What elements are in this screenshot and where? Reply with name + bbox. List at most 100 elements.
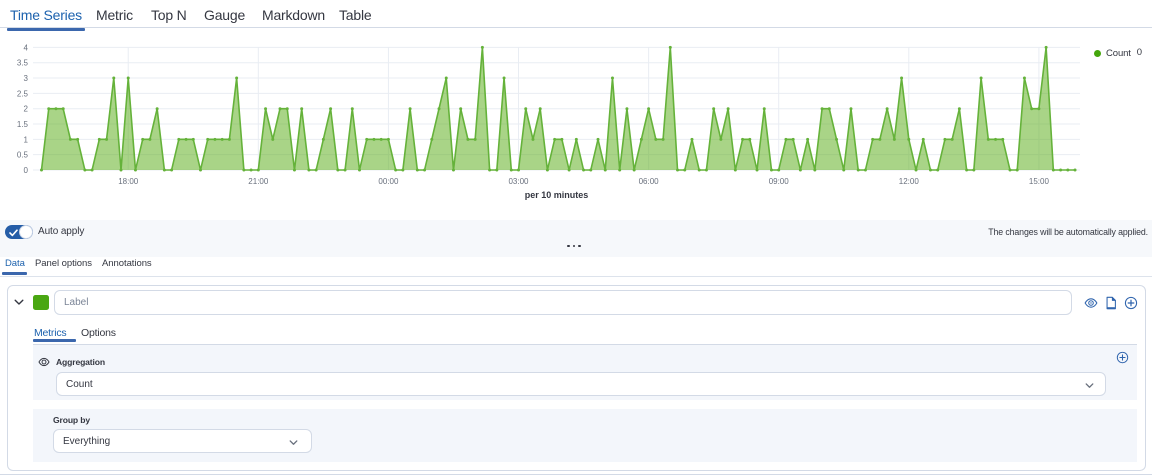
- series-point: [661, 137, 665, 141]
- series-point: [647, 107, 651, 111]
- series-point: [965, 168, 969, 172]
- series-point: [191, 137, 195, 141]
- y-axis-tick-label: 1: [24, 135, 29, 144]
- series-point: [553, 137, 557, 141]
- series-point: [813, 168, 817, 172]
- series-point: [936, 168, 940, 172]
- clone-series-icon[interactable]: [1104, 296, 1118, 310]
- series-point: [957, 107, 961, 111]
- series-point: [632, 168, 636, 172]
- y-axis-tick-label: 0: [24, 166, 29, 175]
- chart-legend[interactable]: Count: [1094, 47, 1150, 59]
- series-point: [921, 137, 925, 141]
- tab-gauge[interactable]: Gauge: [204, 7, 246, 23]
- tab-annotations[interactable]: Annotations: [102, 258, 152, 269]
- series-point: [762, 107, 766, 111]
- tab-markdown[interactable]: Markdown: [262, 7, 325, 23]
- series-point: [654, 137, 658, 141]
- tab-table[interactable]: Table: [339, 7, 372, 23]
- series-point: [719, 137, 723, 141]
- x-axis-tick-label: 21:00: [248, 177, 269, 186]
- series-point: [278, 107, 282, 111]
- series-point: [741, 137, 745, 141]
- eye-icon[interactable]: [1084, 296, 1098, 310]
- auto-apply-toggle[interactable]: [5, 225, 33, 239]
- series-point: [517, 168, 521, 172]
- series-point: [206, 137, 210, 141]
- tab-metrics[interactable]: Metrics: [34, 327, 67, 339]
- series-point: [798, 168, 802, 172]
- series-point: [170, 168, 174, 172]
- chevron-down-icon: [1085, 383, 1094, 388]
- aggregation-select[interactable]: Count: [56, 372, 1106, 396]
- series-point: [329, 107, 333, 111]
- series-point: [842, 168, 846, 172]
- x-axis-tick-label: 15:00: [1029, 177, 1050, 186]
- series-point: [401, 168, 405, 172]
- add-metric-icon[interactable]: [1116, 351, 1129, 364]
- x-axis-tick-label: 12:00: [899, 177, 920, 186]
- series-label-input[interactable]: [54, 290, 1072, 315]
- series-point: [748, 137, 752, 141]
- series-point: [856, 168, 860, 172]
- series-point: [423, 168, 427, 172]
- series-point: [133, 168, 137, 172]
- chevron-down-icon[interactable]: [13, 296, 25, 308]
- series-point: [892, 137, 896, 141]
- add-series-icon[interactable]: [1124, 296, 1138, 310]
- series-point: [256, 168, 260, 172]
- series-point: [914, 168, 918, 172]
- series-point: [61, 107, 65, 111]
- eye-small-icon[interactable]: [38, 356, 50, 368]
- series-point: [538, 107, 542, 111]
- series-point: [777, 168, 781, 172]
- aggregation-label: Aggregation: [56, 357, 105, 367]
- tab-top-n[interactable]: Top N: [151, 7, 187, 23]
- series-point: [791, 137, 795, 141]
- series-point: [227, 137, 231, 141]
- auto-apply-note: The changes will be automatically applie…: [988, 227, 1148, 237]
- auto-apply-label: Auto apply: [38, 226, 85, 237]
- tab-metric[interactable]: Metric: [96, 7, 133, 23]
- series-point: [264, 107, 268, 111]
- legend-series-value: 0: [1136, 47, 1142, 58]
- series-point: [690, 137, 694, 141]
- collapse-menu-icon[interactable]: [567, 243, 581, 249]
- tab-panel-options[interactable]: Panel options: [35, 258, 92, 269]
- series-point: [712, 107, 716, 111]
- series-point: [112, 76, 116, 80]
- series-point: [1030, 107, 1034, 111]
- series-point: [83, 168, 87, 172]
- series-point: [943, 137, 947, 141]
- series-point: [343, 168, 347, 172]
- time-series-chart[interactable]: 0 0.5 1 1.5 2 2.5 3 3.5 4 18:00 21:00 00:00 03:00 06:…: [0, 36, 1152, 220]
- series-point: [1066, 168, 1070, 172]
- series-point: [459, 107, 463, 111]
- series-point: [141, 137, 145, 141]
- series-point: [480, 45, 484, 49]
- tab-data[interactable]: Data: [5, 258, 25, 269]
- series-point: [603, 168, 607, 172]
- series-point: [199, 168, 202, 172]
- series-point: [726, 107, 730, 111]
- series-point: [531, 137, 535, 141]
- series-point: [683, 168, 687, 172]
- series-point: [806, 137, 810, 141]
- group-by-select[interactable]: Everything: [53, 429, 312, 453]
- series-point: [242, 168, 246, 172]
- series-point: [451, 168, 455, 172]
- series-point: [105, 137, 109, 141]
- series-point: [408, 107, 412, 111]
- x-axis-tick-label: 09:00: [769, 177, 790, 186]
- series-color-swatch[interactable]: [33, 295, 49, 310]
- series-point: [285, 107, 289, 111]
- series-point: [1015, 168, 1019, 172]
- tab-options[interactable]: Options: [81, 327, 116, 339]
- tab-time-series[interactable]: Time Series: [10, 7, 82, 23]
- x-axis-tick-label: 06:00: [639, 177, 660, 186]
- series-point: [184, 137, 188, 141]
- series-point: [676, 168, 680, 172]
- series-point: [979, 76, 983, 80]
- series-point: [704, 168, 708, 172]
